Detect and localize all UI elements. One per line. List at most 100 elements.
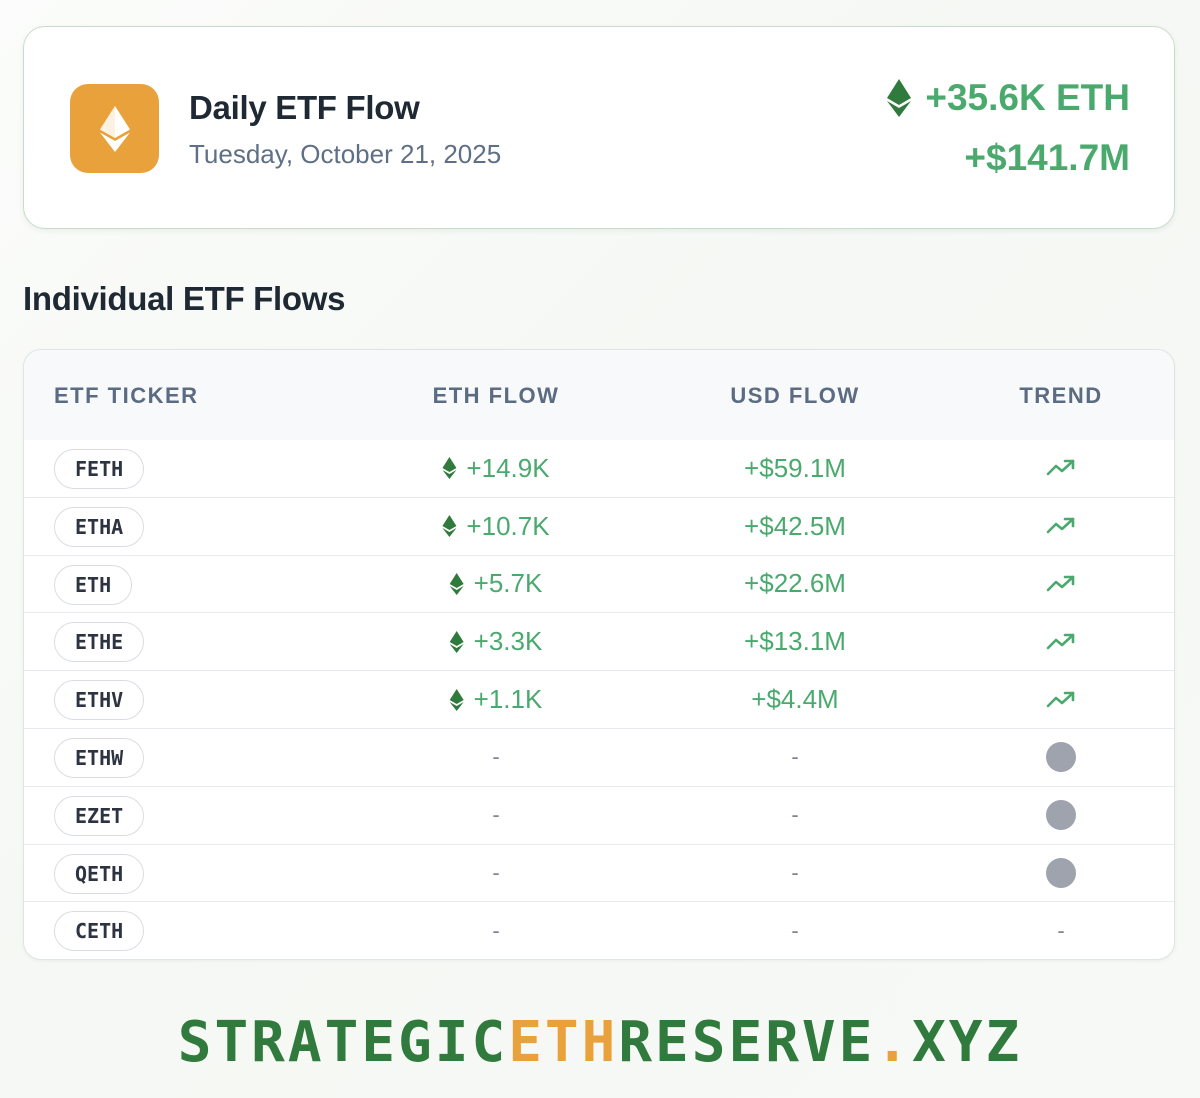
- eth-flow-value: -: [492, 859, 500, 885]
- usd-flow-cell: +$59.1M: [744, 440, 846, 497]
- daily-flow-card: Daily ETF Flow Tuesday, October 21, 2025…: [23, 26, 1175, 229]
- trending-up-icon: [1046, 691, 1075, 707]
- ethereum-diamond-icon: [887, 79, 912, 117]
- usd-flow-value: +$13.1M: [744, 626, 846, 657]
- trending-up-icon: [1046, 633, 1075, 650]
- ticker-pill: QETH: [54, 853, 145, 894]
- header-trend: TREND: [1019, 383, 1103, 408]
- table-row: ETHE +3.3K +$13.1M: [24, 613, 1174, 672]
- usd-flow-cell: +$4.4M: [751, 671, 838, 728]
- usd-flow-value: -: [791, 918, 799, 944]
- trend-cell: [1046, 440, 1076, 497]
- usd-flow-value: +$22.6M: [744, 568, 846, 599]
- table-body: FETH +14.9K +$59.1M ETHA +10.7K +$42.5M …: [24, 440, 1174, 959]
- eth-flow-value: -: [492, 918, 500, 944]
- brand-part-eth: ETH: [508, 1010, 619, 1075]
- usd-flow-cell: -: [791, 902, 799, 959]
- eth-flow-cell: +1.1K: [449, 671, 543, 728]
- header-ticker: ETF TICKER: [54, 383, 199, 408]
- eth-flow-cell: +5.7K: [449, 556, 543, 613]
- ethereum-icon: [99, 105, 130, 152]
- total-eth-flow: +35.6K ETH: [887, 77, 1130, 119]
- ticker-pill: CETH: [54, 911, 145, 952]
- ethereum-diamond-icon: [449, 572, 464, 595]
- eth-flow-cell: -: [492, 729, 499, 786]
- ethereum-diamond-icon: [449, 630, 464, 653]
- card-date: Tuesday, October 21, 2025: [189, 139, 502, 169]
- usd-flow-cell: +$13.1M: [744, 613, 846, 670]
- ticker-pill: ETHA: [54, 506, 145, 547]
- trending-up-icon: [1046, 575, 1075, 592]
- header-usd-flow: USD FLOW: [730, 383, 860, 408]
- ticker-pill: ETHW: [54, 737, 145, 778]
- eth-flow-cell: -: [492, 787, 499, 844]
- ticker-pill: ETHV: [54, 680, 145, 721]
- usd-flow-value: +$4.4M: [751, 684, 839, 715]
- ethereum-diamond-icon: [442, 515, 457, 538]
- usd-flow-cell: +$22.6M: [744, 556, 846, 613]
- ethereum-badge: [70, 84, 159, 173]
- ticker-pill: ETH: [54, 564, 133, 605]
- eth-flow-value: -: [492, 802, 500, 828]
- gray-dot-icon: [1046, 857, 1076, 888]
- ethereum-diamond-icon: [449, 688, 464, 711]
- trend-cell: [1046, 498, 1076, 555]
- eth-flow-cell: +3.3K: [449, 613, 543, 670]
- usd-flow-value: -: [791, 802, 799, 828]
- total-eth-value: +35.6K ETH: [925, 77, 1130, 118]
- trend-cell: [1046, 845, 1076, 902]
- usd-flow-value: -: [791, 744, 799, 770]
- trending-up-icon: [1046, 517, 1075, 534]
- gray-dot-icon: [1046, 800, 1076, 831]
- trend-cell: -: [1057, 902, 1065, 959]
- ticker-pill: FETH: [54, 449, 145, 489]
- trend-cell: [1046, 787, 1076, 844]
- total-usd-value: +$141.7M: [964, 137, 1130, 178]
- eth-flow-cell: +14.9K: [442, 440, 550, 497]
- table-row: ETHW - -: [24, 729, 1174, 787]
- table-header: ETF TICKER ETH FLOW USD FLOW TREND: [24, 350, 1174, 440]
- usd-flow-cell: +$42.5M: [744, 498, 846, 555]
- brand-part-xyz: XYZ: [912, 1010, 1023, 1075]
- footer-brand: STRATEGICETHRESERVE.XYZ: [0, 1010, 1200, 1076]
- table-row: ETHV +1.1K +$4.4M: [24, 671, 1174, 729]
- etf-flows-table: ETF TICKER ETH FLOW USD FLOW TREND FETH …: [23, 349, 1175, 960]
- table-row: FETH +14.9K +$59.1M: [24, 440, 1174, 498]
- ticker-pill: ETHE: [54, 622, 145, 663]
- eth-flow-value: +14.9K: [466, 452, 550, 483]
- trend-cell: [1046, 729, 1076, 786]
- table-row: QETH - -: [24, 845, 1174, 903]
- trend-cell: [1046, 556, 1076, 613]
- eth-flow-cell: +10.7K: [442, 498, 550, 555]
- table-row: EZET - -: [24, 787, 1174, 845]
- eth-flow-cell: -: [492, 845, 499, 902]
- eth-flow-value: -: [492, 744, 500, 770]
- usd-flow-cell: -: [791, 845, 798, 902]
- brand-part-dot: .: [875, 1010, 913, 1075]
- gray-dot-icon: [1046, 742, 1076, 773]
- trend-cell: [1046, 671, 1076, 728]
- eth-flow-value: +10.7K: [466, 510, 550, 541]
- ethereum-diamond-icon: [442, 457, 457, 480]
- trending-up-icon: [1046, 460, 1075, 476]
- card-title: Daily ETF Flow: [189, 89, 420, 126]
- brand-part-strategic: STRATEGIC: [177, 1010, 509, 1075]
- header-eth-flow: ETH FLOW: [432, 383, 560, 408]
- section-title: Individual ETF Flows: [23, 280, 346, 317]
- table-row: ETH +5.7K +$22.6M: [24, 556, 1174, 614]
- usd-flow-value: -: [791, 859, 799, 885]
- brand-part-reserve: RESERVE: [618, 1010, 876, 1075]
- eth-flow-value: +3.3K: [473, 626, 543, 657]
- usd-flow-value: +$59.1M: [744, 452, 846, 483]
- usd-flow-cell: -: [791, 729, 798, 786]
- ticker-pill: EZET: [54, 795, 145, 836]
- table-row: CETH - - -: [24, 902, 1174, 959]
- usd-flow-value: +$42.5M: [744, 510, 846, 541]
- trend-value: -: [1057, 918, 1065, 944]
- eth-flow-cell: -: [492, 902, 500, 959]
- table-row: ETHA +10.7K +$42.5M: [24, 498, 1174, 556]
- eth-flow-value: +5.7K: [473, 568, 543, 599]
- eth-flow-value: +1.1K: [473, 684, 543, 715]
- usd-flow-cell: -: [791, 787, 798, 844]
- trend-cell: [1046, 613, 1076, 670]
